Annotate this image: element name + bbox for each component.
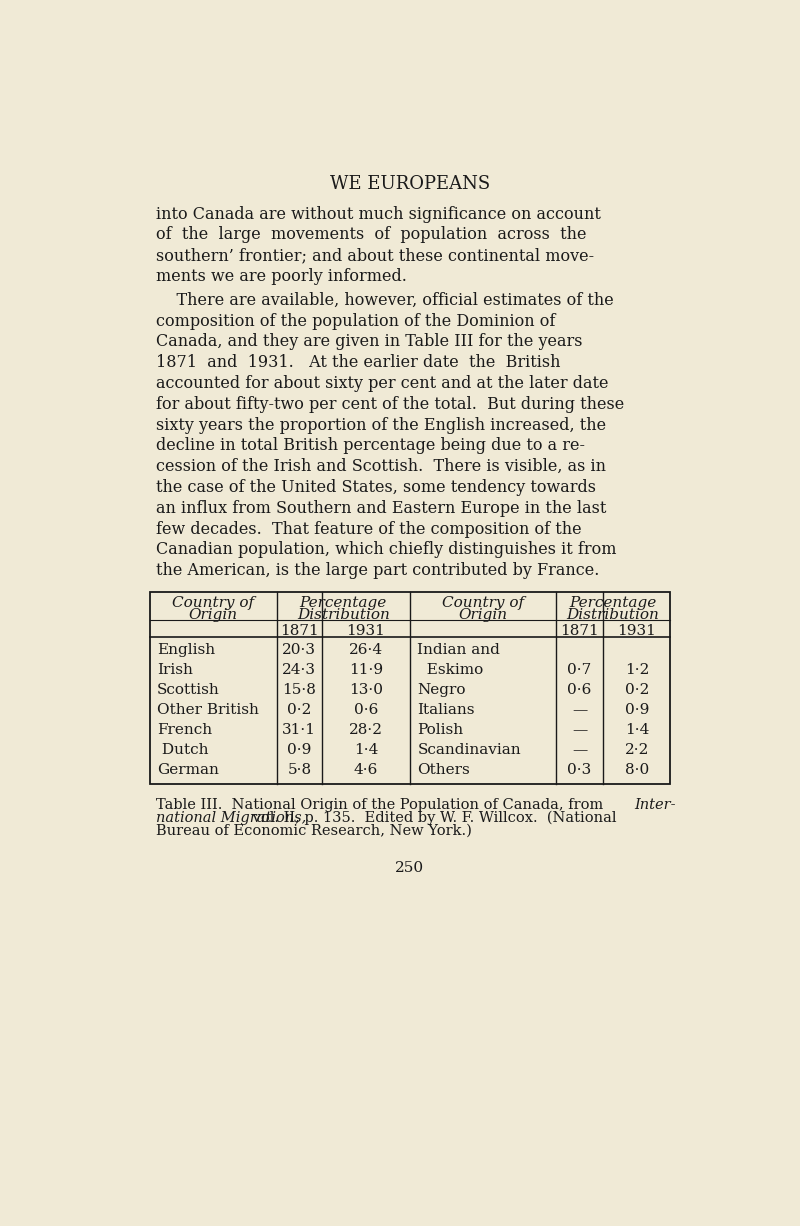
Text: 1871: 1871 [280,624,318,638]
Text: 0·6: 0·6 [567,683,592,698]
Text: Canadian population, which chiefly distinguishes it from: Canadian population, which chiefly disti… [156,542,616,558]
Text: 1·4: 1·4 [625,723,649,737]
Text: 15·8: 15·8 [282,683,316,698]
Text: Irish: Irish [157,663,193,677]
Text: the case of the United States, some tendency towards: the case of the United States, some tend… [156,479,596,497]
Text: 0·3: 0·3 [567,763,592,777]
Text: —: — [572,702,587,717]
Text: 1871: 1871 [560,624,599,638]
Text: 31·1: 31·1 [282,723,316,737]
Text: Canada, and they are given in Table III for the years: Canada, and they are given in Table III … [156,333,582,351]
Text: 4·6: 4·6 [354,763,378,777]
Text: Italians: Italians [418,702,475,717]
Text: 0·7: 0·7 [567,663,592,677]
Text: few decades.  That feature of the composition of the: few decades. That feature of the composi… [156,521,582,537]
Text: Dutch: Dutch [157,743,209,758]
Text: composition of the population of the Dominion of: composition of the population of the Dom… [156,313,555,330]
Text: the American, is the large part contributed by France.: the American, is the large part contribu… [156,563,599,579]
Text: Distribution: Distribution [566,608,659,623]
Text: 1931: 1931 [618,624,656,638]
Text: southern’ frontier; and about these continental move-: southern’ frontier; and about these cont… [156,248,594,265]
Text: Scottish: Scottish [157,683,220,698]
Text: English: English [157,642,215,657]
Text: an influx from Southern and Eastern Europe in the last: an influx from Southern and Eastern Euro… [156,500,606,517]
Text: Eskimo: Eskimo [418,663,484,677]
Text: Others: Others [418,763,470,777]
Text: 250: 250 [395,861,425,875]
Text: 5·8: 5·8 [287,763,311,777]
Text: vol. II, p. 135.  Edited by W. F. Willcox.  (National: vol. II, p. 135. Edited by W. F. Willcox… [247,810,616,825]
Text: Polish: Polish [418,723,463,737]
Text: WE EUROPEANS: WE EUROPEANS [330,175,490,192]
Text: 1931: 1931 [346,624,386,638]
Text: Percentage: Percentage [570,596,657,611]
Text: Negro: Negro [418,683,466,698]
Text: into Canada are without much significance on account: into Canada are without much significanc… [156,206,601,223]
Text: 28·2: 28·2 [349,723,383,737]
Text: ments we are poorly informed.: ments we are poorly informed. [156,268,406,284]
Text: 26·4: 26·4 [349,642,383,657]
Text: national Migrations,: national Migrations, [156,810,306,825]
Text: Origin: Origin [189,608,238,623]
Text: Indian and: Indian and [418,642,500,657]
Text: Country of: Country of [172,596,254,611]
Text: decline in total British percentage being due to a re-: decline in total British percentage bein… [156,438,585,455]
Text: cession of the Irish and Scottish.  There is visible, as in: cession of the Irish and Scottish. There… [156,459,606,476]
Text: French: French [157,723,212,737]
Text: 13·0: 13·0 [349,683,383,698]
Text: 1871  and  1931.   At the earlier date  the  British: 1871 and 1931. At the earlier date the B… [156,354,560,371]
Text: of  the  large  movements  of  population  across  the: of the large movements of population acr… [156,227,586,244]
Text: 8·0: 8·0 [625,763,649,777]
Text: There are available, however, official estimates of the: There are available, however, official e… [156,292,614,309]
Text: Origin: Origin [458,608,507,623]
Text: Percentage: Percentage [300,596,387,611]
Text: 11·9: 11·9 [349,663,383,677]
Text: Other British: Other British [157,702,259,717]
Text: Inter-: Inter- [634,798,676,812]
Text: Scandinavian: Scandinavian [418,743,521,758]
Text: 0·2: 0·2 [625,683,649,698]
Text: for about fifty-two per cent of the total.  But during these: for about fifty-two per cent of the tota… [156,396,624,413]
Text: 0·9: 0·9 [287,743,311,758]
Text: 24·3: 24·3 [282,663,316,677]
Text: 2·2: 2·2 [625,743,649,758]
Text: accounted for about sixty per cent and at the later date: accounted for about sixty per cent and a… [156,375,608,392]
Text: Country of: Country of [442,596,524,611]
Text: 1·4: 1·4 [354,743,378,758]
Text: Table III.  National Origin of the Population of Canada, from: Table III. National Origin of the Popula… [156,798,608,812]
Text: 0·9: 0·9 [625,702,649,717]
Text: 0·6: 0·6 [354,702,378,717]
Text: —: — [572,743,587,758]
Text: —: — [572,723,587,737]
Text: 20·3: 20·3 [282,642,316,657]
Text: 1·2: 1·2 [625,663,649,677]
Text: 0·2: 0·2 [287,702,311,717]
Text: Distribution: Distribution [297,608,390,623]
Text: Bureau of Economic Research, New York.): Bureau of Economic Research, New York.) [156,824,472,837]
Text: German: German [157,763,219,777]
Text: sixty years the proportion of the English increased, the: sixty years the proportion of the Englis… [156,417,606,434]
